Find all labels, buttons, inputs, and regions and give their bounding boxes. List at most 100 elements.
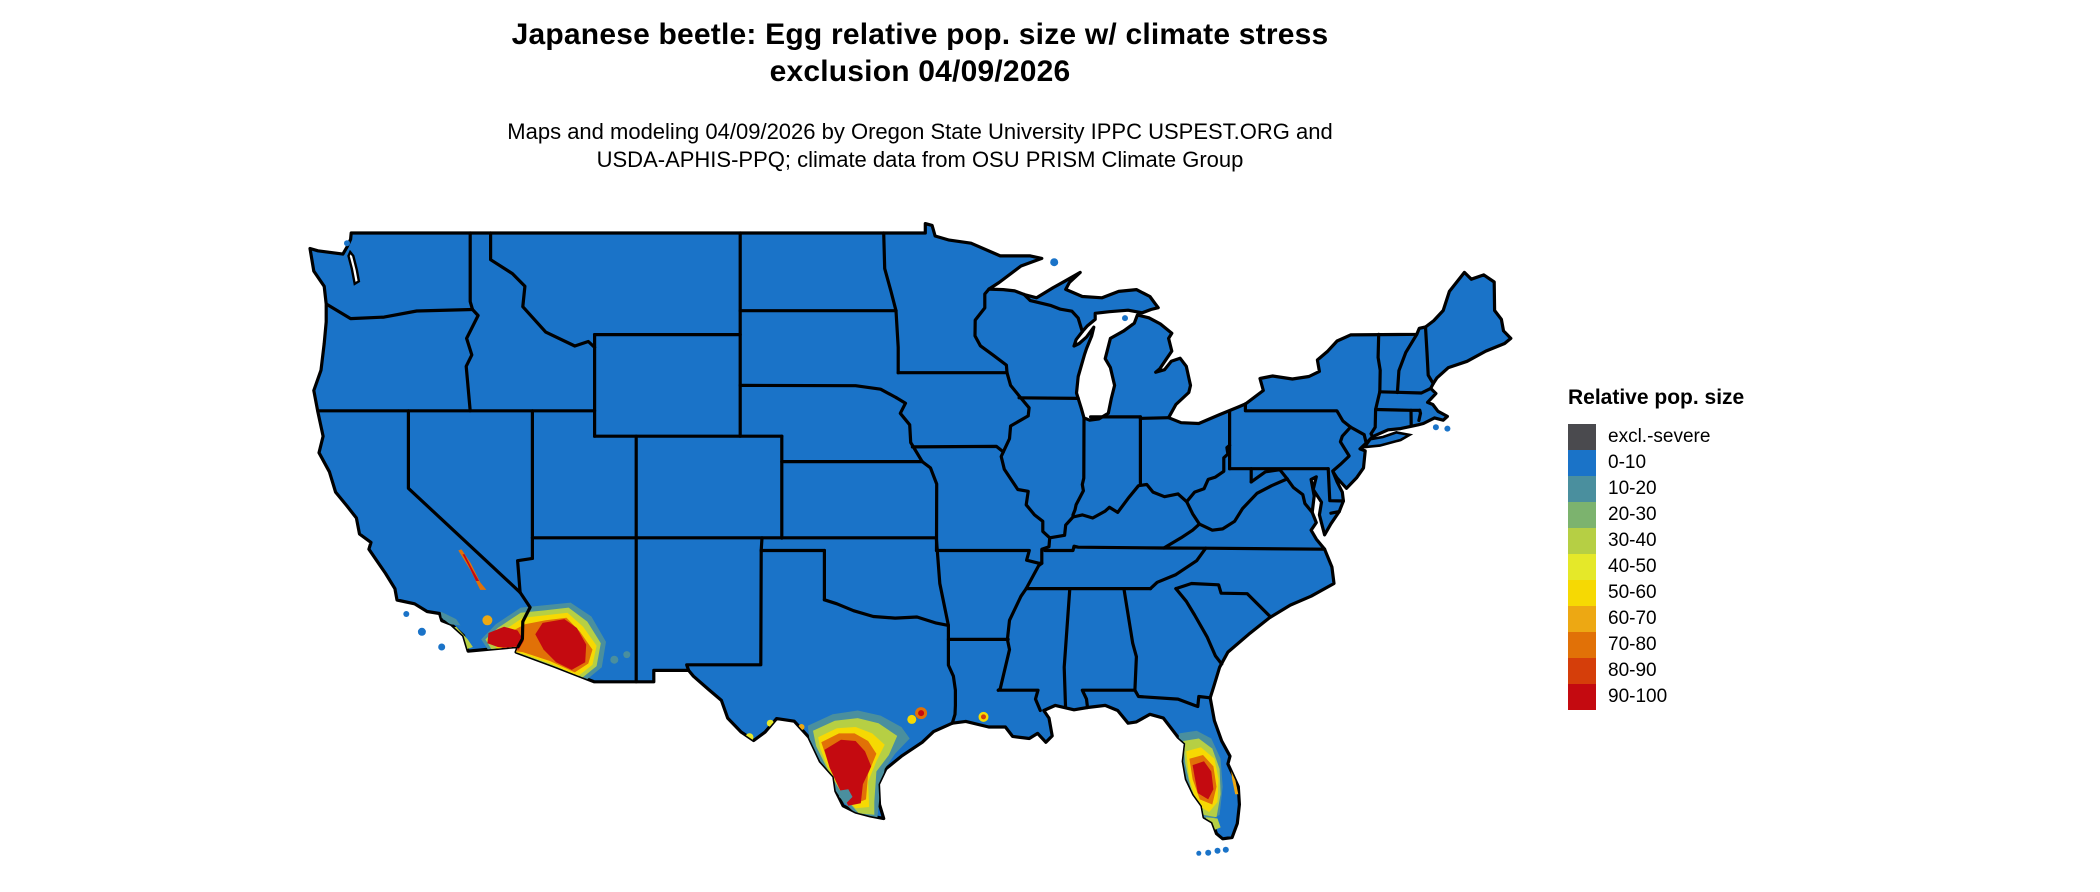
map-legend: Relative pop. size excl.-severe 0-10 10-20… [1568, 386, 1868, 710]
state-border-line [1243, 402, 1353, 429]
island-dot [1214, 847, 1221, 854]
island-dot [417, 627, 426, 636]
state-border-line [516, 590, 532, 649]
state-border-line [1062, 587, 1072, 708]
state-border-line [1417, 408, 1423, 423]
page-subtitle: Maps and modeling 04/09/2026 by Oregon S… [290, 118, 1550, 174]
legend-swatch [1568, 528, 1596, 554]
state-borders [316, 231, 1435, 725]
island-dot [344, 240, 350, 247]
state-border-line [738, 383, 898, 400]
map-header: Japanese beetle: Egg relative pop. size … [290, 16, 1550, 174]
legend-label: 10-20 [1608, 478, 1657, 499]
hotspot-blob [440, 611, 461, 626]
island-dot [1432, 424, 1439, 431]
legend-swatch [1568, 658, 1596, 684]
legend-swatch [1568, 606, 1596, 632]
hotspot-speck [918, 710, 925, 717]
state-border-line [1369, 332, 1382, 439]
legend-rows: excl.-severe 0-10 10-20 20-30 30-40 40-50 50-6… [1568, 424, 1868, 710]
legend-swatch [1568, 580, 1596, 606]
title-line-1: Japanese beetle: Egg relative pop. size … [511, 18, 1329, 51]
hotspot-speck [482, 615, 493, 626]
island-dot [403, 611, 410, 617]
state-border-line [822, 598, 950, 627]
legend-label: excl.-severe [1608, 426, 1711, 447]
state-border-line [1071, 416, 1086, 519]
legend-swatch [1568, 476, 1596, 502]
state-border-line [468, 231, 475, 312]
state-border-line [1326, 467, 1345, 503]
hotspot-speck [907, 714, 917, 724]
puget-sound-inlet [347, 249, 361, 286]
legend-item: 70-80 [1568, 632, 1868, 658]
legend-label: 50-60 [1608, 582, 1657, 603]
legend-label: 20-30 [1608, 504, 1657, 525]
state-border-line [1349, 425, 1368, 445]
legend-item: 20-30 [1568, 502, 1868, 528]
island-dot [438, 643, 446, 651]
legend-item: 10-20 [1568, 476, 1868, 502]
state-border-line [882, 231, 898, 313]
legend-swatch [1568, 554, 1596, 580]
state-border-line [1374, 407, 1422, 412]
state-border-line [934, 548, 1044, 565]
legend-item: 0-10 [1568, 450, 1868, 476]
hotspot-blob [535, 619, 587, 670]
state-border-line [946, 623, 957, 725]
legend-item: 40-50 [1568, 554, 1868, 580]
hotspot-blob [824, 739, 872, 806]
state-border-line [1174, 581, 1273, 619]
long-island [1362, 431, 1414, 449]
island-dot [1050, 258, 1059, 267]
state-border-line [1378, 386, 1433, 395]
legend-item: 30-40 [1568, 528, 1868, 554]
state-border-line [685, 548, 763, 672]
hotspot-blob [1231, 768, 1239, 795]
state-border-line [464, 307, 480, 413]
state-border-line [1285, 477, 1314, 514]
island-dot [1444, 425, 1451, 432]
state-border-line [1331, 425, 1353, 473]
state-border-line [1017, 396, 1080, 400]
state-border-line [894, 309, 900, 375]
legend-item: 80-90 [1568, 658, 1868, 684]
state-border-line [1174, 587, 1224, 666]
state-border-line [1395, 332, 1419, 395]
state-border-line [934, 536, 950, 627]
legend-item: 90-100 [1568, 684, 1868, 710]
state-border-line [1133, 688, 1212, 709]
state-border-line [516, 556, 534, 594]
legend-title: Relative pop. size [1568, 386, 1745, 409]
hotspot-blob [487, 626, 524, 650]
island-dot [1122, 315, 1128, 322]
legend-swatch [1568, 502, 1596, 528]
hotspot-blob [1192, 761, 1214, 800]
legend-item: excl.-severe [1568, 424, 1868, 450]
state-border-line [1048, 443, 1232, 540]
island-dot [1222, 846, 1229, 853]
state-border-line [1022, 292, 1084, 334]
state-border-line [406, 409, 522, 594]
legend-item: 60-70 [1568, 606, 1868, 632]
legend-label: 70-80 [1608, 634, 1657, 655]
hotspot-blob [462, 554, 480, 581]
state-border-line [489, 231, 597, 349]
hotspot-speck [610, 655, 619, 664]
island-dot [1196, 850, 1202, 856]
page-title: Japanese beetle: Egg relative pop. size … [290, 16, 1550, 90]
state-border-line [1162, 522, 1201, 550]
state-border-line [1249, 468, 1289, 484]
legend-label: 0-10 [1608, 452, 1647, 473]
state-border-line [1089, 415, 1171, 420]
subtitle-line-1: Maps and modeling 04/09/2026 by Oregon S… [507, 119, 1333, 144]
state-border-line [996, 688, 1042, 713]
legend-label: 60-70 [1608, 608, 1657, 629]
state-border-line [1080, 688, 1137, 710]
conus-landmass [308, 222, 1513, 841]
subtitle-line-2: USDA-APHIS-PPQ; climate data from OSU PR… [596, 147, 1244, 172]
island-dot [1205, 849, 1212, 856]
state-border-line [1423, 325, 1435, 386]
